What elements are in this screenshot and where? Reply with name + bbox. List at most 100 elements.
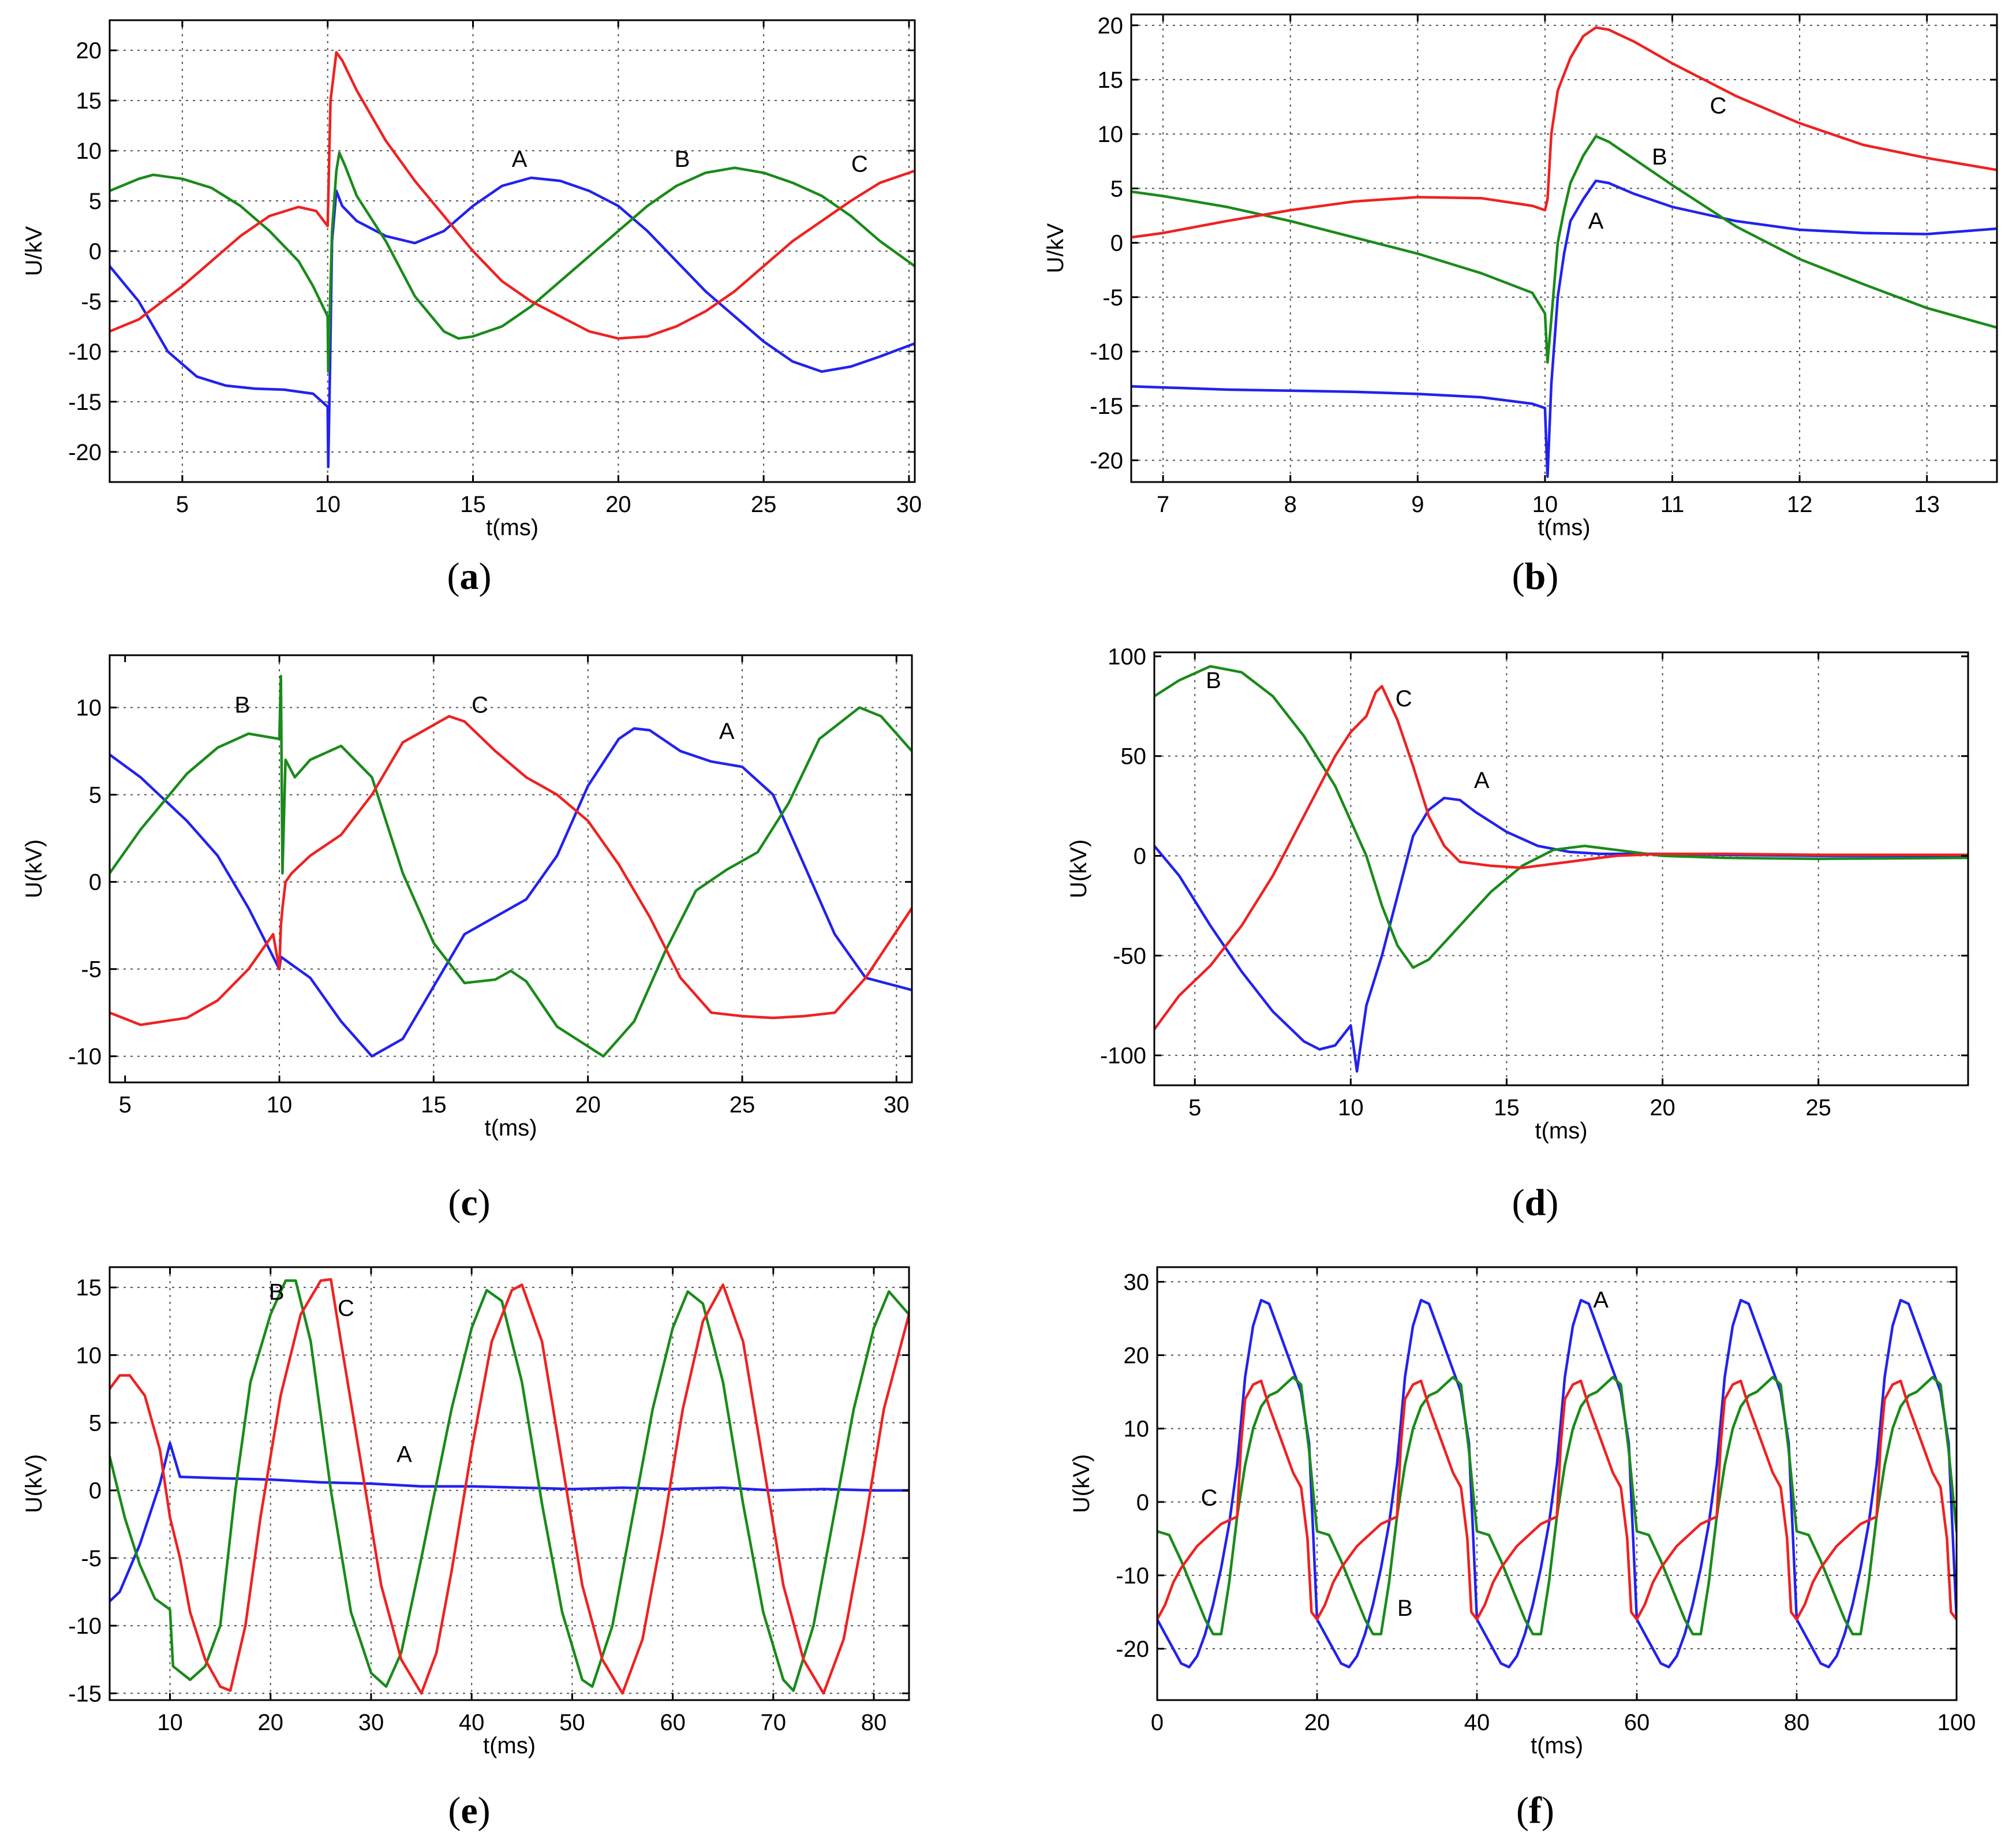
x-axis-label: t(ms) [483, 1733, 536, 1758]
curve-label-b: B [269, 1279, 285, 1305]
panel-caption-letter: b [1525, 555, 1546, 597]
x-tick-label: 10 [315, 492, 341, 517]
y-axis-label: U(kV) [1066, 839, 1091, 898]
x-tick-label: 7 [1157, 492, 1169, 517]
series-line-a [110, 176, 915, 469]
curve-label-b: B [1652, 144, 1667, 170]
x-tick-label: 20 [257, 1710, 283, 1735]
x-tick-label: 5 [176, 492, 189, 517]
x-tick-label: 15 [460, 492, 486, 517]
series-line-b [110, 151, 915, 373]
x-axis-label: t(ms) [486, 515, 538, 540]
chart-panel-e: 10 20 30 40 50 60 70 80 -15 -10 -5 0 5 10 15 t(ms) U(kV)… [21, 1266, 910, 1832]
x-axis-label: t(ms) [1531, 1733, 1583, 1758]
x-tick-label: 8 [1284, 492, 1297, 517]
curve-label-b: B [675, 147, 690, 172]
panel-caption-letter: c [461, 1182, 477, 1224]
x-tick-label: 5 [1188, 1095, 1201, 1121]
series-line-c [1157, 1379, 1957, 1621]
curve-label-c: C [1710, 93, 1726, 118]
curve-label-a: A [719, 719, 735, 744]
x-tick-label: 20 [605, 492, 631, 517]
x-tick-label: 25 [730, 1092, 755, 1118]
x-tick-label: 30 [896, 492, 922, 517]
x-tick-label: 11 [1660, 492, 1685, 517]
series-group [110, 1278, 909, 1695]
x-tick-label: 80 [1784, 1710, 1810, 1735]
y-tick-label: 0 [89, 1478, 102, 1504]
y-tick-label: -10 [1090, 339, 1123, 365]
series-line-b [110, 674, 912, 1058]
y-tick-label: 50 [1121, 744, 1147, 770]
curve-label-c: C [472, 693, 488, 718]
x-tick-label: 40 [1464, 1710, 1490, 1735]
x-tick-label: 100 [1938, 1710, 1976, 1735]
curve-label-a: A [512, 147, 528, 172]
series-line-a [1154, 797, 1968, 1073]
y-tick-label: 10 [1124, 1417, 1150, 1442]
y-tick-label: -50 [1113, 943, 1146, 969]
x-tick-label: 20 [1650, 1095, 1675, 1121]
y-tick-label: 0 [1136, 1490, 1149, 1515]
series-line-b [110, 1279, 909, 1692]
x-tick-label: 40 [459, 1710, 485, 1735]
y-tick-label: 15 [76, 88, 102, 114]
y-tick-label: 0 [89, 239, 102, 264]
x-tick-label: 0 [1151, 1710, 1164, 1735]
y-tick-label: -15 [68, 1681, 102, 1706]
y-tick-label: -5 [1102, 285, 1123, 311]
y-tick-label: 20 [1098, 13, 1124, 39]
y-tick-label: -5 [81, 957, 102, 983]
x-tick-label: 25 [1805, 1095, 1831, 1121]
y-tick-label: 30 [1124, 1269, 1150, 1295]
x-tick-label: 30 [884, 1092, 910, 1118]
x-tick-label: 10 [1532, 492, 1558, 517]
y-tick-label: -15 [68, 390, 102, 415]
series-line-b [1154, 664, 1968, 969]
curve-label-b: B [1397, 1596, 1413, 1621]
y-tick-label: 10 [76, 696, 102, 721]
x-tick-label: 60 [660, 1710, 686, 1735]
y-tick-label: 5 [89, 189, 102, 214]
curve-label-c: C [1396, 686, 1412, 711]
panel-caption: (d) [1512, 1182, 1559, 1224]
series-line-c [1154, 685, 1968, 1031]
x-tick-label: 12 [1787, 492, 1813, 517]
y-axis-label: U(kV) [21, 839, 47, 898]
y-tick-label: 15 [1098, 68, 1124, 93]
series-line-c [110, 1278, 909, 1695]
x-tick-label: 5 [119, 1092, 132, 1118]
series-line-a [110, 727, 912, 1058]
y-tick-label: 100 [1108, 644, 1146, 670]
y-tick-label: -20 [1116, 1637, 1149, 1662]
y-tick-label: 20 [1124, 1343, 1150, 1369]
plot-frame [1156, 1266, 1958, 1701]
series-line-a [110, 1441, 909, 1603]
x-tick-label: 10 [1338, 1095, 1364, 1121]
plot-frame [109, 654, 913, 1084]
chart-panel-f: 0 20 40 60 80 100 -20 -10 0 10 20 30 t(ms) U(kV) A C B (f… [1069, 1266, 1976, 1832]
x-tick-label: 20 [575, 1092, 601, 1118]
chart-panel-c: 5 10 15 20 25 30 -10 -5 0 5 10 t(ms) U(kV) B C A (c) [21, 654, 913, 1224]
y-axis-label: U(kV) [21, 1454, 47, 1513]
x-tick-label: 80 [861, 1710, 887, 1735]
curve-label-c: C [1201, 1485, 1218, 1511]
x-axis-label: t(ms) [484, 1115, 537, 1141]
y-tick-label: -10 [1116, 1563, 1149, 1589]
y-tick-label: 5 [89, 783, 102, 808]
y-tick-label: -100 [1100, 1043, 1146, 1069]
plot-frame [1130, 13, 1998, 483]
x-tick-label: 70 [761, 1710, 787, 1735]
y-tick-label: -15 [1090, 394, 1123, 419]
panel-caption: (c) [448, 1182, 490, 1224]
curve-label-a: A [397, 1442, 412, 1467]
y-axis-label: U/kV [1043, 223, 1068, 273]
series-group [1131, 26, 1997, 478]
x-tick-label: 30 [358, 1710, 384, 1735]
x-tick-label: 15 [1494, 1095, 1520, 1121]
x-tick-label: 25 [751, 492, 777, 517]
series-line-c [1131, 26, 1997, 239]
panel-caption: (e) [448, 1790, 490, 1832]
x-axis-label: t(ms) [1535, 1118, 1587, 1144]
curve-label-c: C [338, 1295, 354, 1321]
